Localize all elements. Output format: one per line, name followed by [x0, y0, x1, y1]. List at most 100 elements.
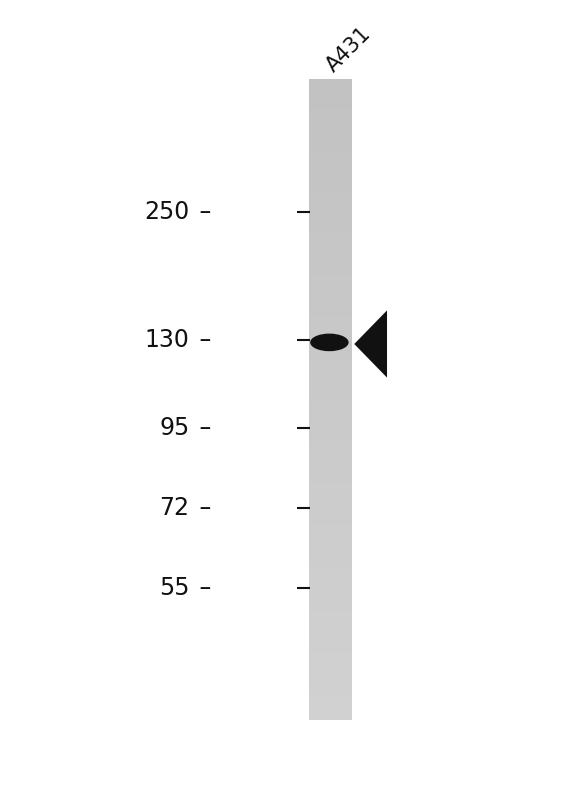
Bar	[310, 361, 351, 365]
Bar	[310, 678, 351, 682]
Bar	[310, 706, 351, 710]
Bar	[310, 300, 351, 304]
Bar	[310, 162, 351, 166]
Bar	[310, 319, 351, 323]
Text: –: –	[192, 416, 211, 440]
Bar	[310, 274, 351, 278]
Bar	[310, 316, 351, 320]
Bar	[310, 543, 351, 547]
Bar	[310, 380, 351, 384]
Bar	[310, 697, 351, 701]
Bar	[310, 642, 351, 646]
Bar	[310, 415, 351, 419]
Bar	[310, 210, 351, 214]
Bar	[310, 646, 351, 650]
Polygon shape	[354, 310, 387, 378]
Bar	[310, 342, 351, 346]
Bar	[310, 166, 351, 170]
Bar	[310, 201, 351, 205]
Bar	[310, 633, 351, 637]
Bar	[310, 348, 351, 352]
Bar	[310, 406, 351, 410]
Bar	[310, 652, 351, 656]
Bar	[310, 495, 351, 499]
Bar	[310, 185, 351, 189]
Bar	[310, 508, 351, 512]
Bar	[310, 537, 351, 541]
Bar	[310, 598, 351, 602]
Bar	[310, 588, 351, 592]
Bar	[310, 441, 351, 445]
Bar	[310, 540, 351, 544]
Bar	[310, 514, 351, 518]
Bar	[310, 566, 351, 570]
Bar	[310, 303, 351, 307]
Bar	[310, 230, 351, 234]
Bar	[310, 418, 351, 422]
Bar	[310, 118, 351, 122]
Bar	[310, 262, 351, 266]
Bar	[310, 233, 351, 237]
Bar	[310, 220, 351, 224]
Bar	[310, 198, 351, 202]
Bar	[310, 562, 351, 566]
Bar	[310, 383, 351, 387]
Bar	[310, 713, 351, 717]
Bar	[310, 169, 351, 173]
Bar	[310, 444, 351, 448]
Bar	[310, 246, 351, 250]
Bar	[310, 98, 351, 102]
Bar	[310, 265, 351, 269]
Bar	[310, 386, 351, 390]
Bar	[310, 137, 351, 141]
Bar	[310, 463, 351, 467]
Bar	[310, 159, 351, 163]
Bar	[310, 486, 351, 490]
Bar	[310, 575, 351, 579]
Bar	[310, 236, 351, 240]
Bar	[310, 626, 351, 630]
Bar	[310, 617, 351, 621]
Bar	[310, 518, 351, 522]
Text: 250: 250	[144, 200, 189, 224]
Text: A431: A431	[322, 24, 375, 76]
Bar	[310, 550, 351, 554]
Text: –: –	[192, 496, 211, 520]
Bar	[310, 255, 351, 259]
Bar	[310, 134, 351, 138]
Bar	[310, 700, 351, 704]
Bar	[310, 498, 351, 502]
Bar	[310, 178, 351, 182]
Bar	[310, 364, 351, 368]
Bar	[310, 268, 351, 272]
Bar	[310, 639, 351, 643]
Bar	[310, 684, 351, 688]
Bar	[310, 594, 351, 598]
Bar	[310, 306, 351, 310]
Bar	[310, 454, 351, 458]
Bar	[310, 457, 351, 461]
Bar	[310, 194, 351, 198]
Bar	[310, 345, 351, 349]
Bar	[310, 710, 351, 714]
Bar	[310, 278, 351, 282]
Bar	[310, 399, 351, 403]
Bar	[310, 585, 351, 589]
Bar	[310, 674, 351, 678]
Bar	[310, 703, 351, 707]
Bar	[310, 428, 351, 432]
Bar	[310, 502, 351, 506]
Bar	[310, 82, 351, 86]
Bar	[310, 620, 351, 624]
Ellipse shape	[310, 334, 349, 351]
Bar	[310, 313, 351, 317]
Bar	[310, 108, 351, 112]
Bar	[310, 412, 351, 416]
Bar	[310, 668, 351, 672]
Bar	[310, 92, 351, 96]
Bar	[310, 335, 351, 339]
Bar	[310, 614, 351, 618]
Bar	[310, 89, 351, 93]
Bar	[310, 358, 351, 362]
Bar	[310, 242, 351, 246]
